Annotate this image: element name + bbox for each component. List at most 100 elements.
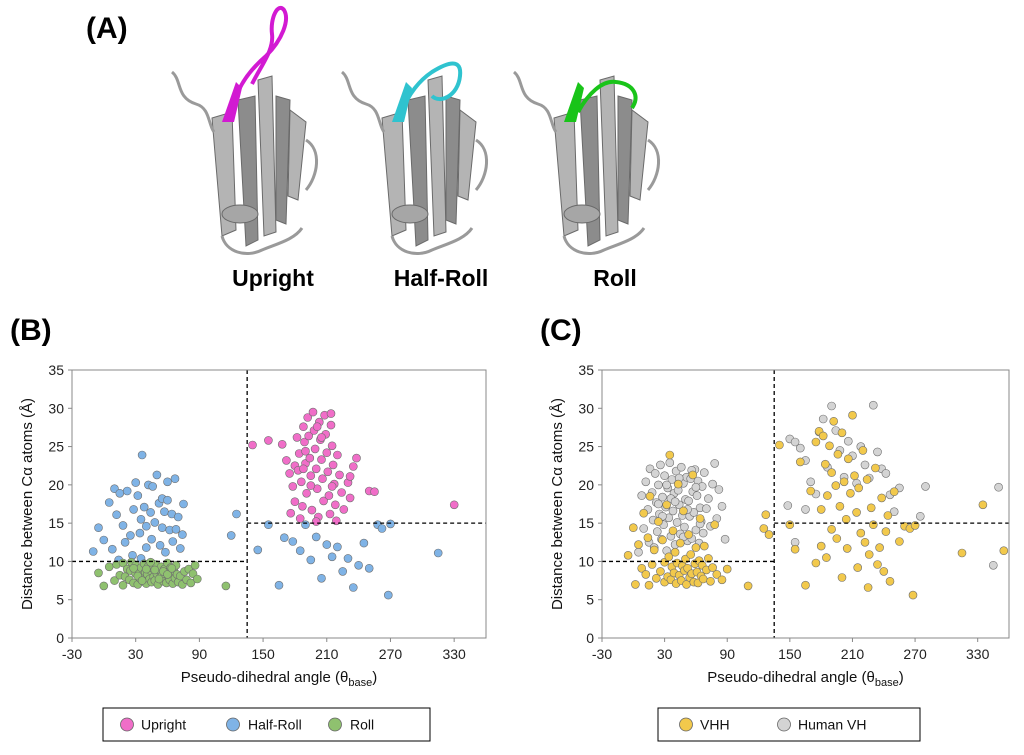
point-upright bbox=[282, 456, 291, 465]
point-vhh bbox=[858, 446, 868, 455]
point-roll bbox=[221, 581, 231, 591]
point-vhh bbox=[651, 573, 661, 583]
point-roll bbox=[167, 563, 177, 573]
x-tick-label: 270 bbox=[903, 646, 927, 662]
point-human-vh bbox=[665, 458, 675, 468]
point-human-vh bbox=[672, 518, 682, 527]
structure-half-roll bbox=[340, 61, 488, 255]
point-upright bbox=[299, 464, 308, 474]
point-human-vh bbox=[710, 459, 720, 468]
point-half-roll bbox=[301, 520, 310, 530]
point-half-roll bbox=[317, 573, 326, 583]
legend-label-vhh: VHH bbox=[700, 717, 730, 733]
y-tick-label: 15 bbox=[578, 515, 594, 531]
point-half-roll bbox=[359, 538, 369, 548]
point-vhh bbox=[662, 500, 672, 510]
point-human-vh bbox=[660, 471, 669, 481]
point-human-vh bbox=[639, 524, 649, 533]
point-vhh bbox=[645, 491, 655, 501]
point-vhh bbox=[628, 523, 638, 533]
point-half-roll bbox=[108, 544, 117, 554]
point-half-roll bbox=[383, 590, 393, 600]
helix bbox=[563, 204, 601, 224]
point-vhh bbox=[885, 576, 895, 586]
beta-strand bbox=[445, 95, 461, 225]
plot-area: -30 30 90 150 210 270 330 0 5 10 15 20 25 30 35 bbox=[578, 362, 1010, 662]
point-half-roll bbox=[170, 474, 180, 484]
point-half-roll bbox=[163, 495, 172, 505]
point-vhh bbox=[686, 550, 696, 559]
point-half-roll bbox=[88, 547, 98, 556]
cdr3-strand bbox=[564, 82, 584, 122]
point-human-vh bbox=[868, 400, 878, 410]
point-upright bbox=[337, 488, 346, 497]
x-tick-label: 330 bbox=[966, 646, 990, 662]
point-roll bbox=[110, 576, 119, 585]
legend-label-upright: Upright bbox=[141, 717, 186, 733]
point-vhh bbox=[839, 477, 849, 487]
point-human-vh bbox=[676, 462, 686, 472]
legend-box bbox=[102, 707, 431, 742]
point-vhh bbox=[999, 546, 1009, 556]
legend: Upright Half-Roll Roll bbox=[102, 707, 431, 742]
point-half-roll bbox=[179, 499, 188, 509]
point-vhh bbox=[623, 550, 633, 560]
point-vhh bbox=[827, 468, 836, 477]
cdr3-loop bbox=[400, 61, 463, 113]
point-upright bbox=[292, 433, 302, 442]
point-vhh bbox=[829, 416, 839, 426]
y-axis-title: Distance between Cα atoms (Å) bbox=[549, 398, 566, 610]
point-vhh bbox=[706, 576, 715, 586]
point-human-vh bbox=[818, 414, 828, 424]
y-tick-label: 0 bbox=[586, 630, 594, 646]
point-vhh bbox=[895, 537, 904, 546]
point-vhh bbox=[978, 500, 988, 510]
point-half-roll bbox=[152, 470, 162, 480]
point-upright bbox=[339, 505, 349, 514]
legend-marker-roll bbox=[328, 717, 342, 732]
point-vhh bbox=[811, 437, 821, 447]
structure-roll bbox=[512, 70, 660, 255]
point-half-roll bbox=[264, 520, 273, 530]
point-half-roll bbox=[131, 478, 140, 487]
point-half-roll bbox=[327, 552, 337, 562]
point-human-vh bbox=[860, 460, 870, 470]
point-human-vh bbox=[702, 504, 711, 513]
point-upright bbox=[298, 501, 307, 511]
point-upright bbox=[286, 508, 296, 518]
point-human-vh bbox=[720, 534, 730, 544]
point-upright bbox=[318, 474, 327, 484]
point-half-roll bbox=[135, 528, 145, 538]
y-tick-label: 10 bbox=[48, 553, 64, 569]
point-upright bbox=[352, 453, 361, 463]
point-upright bbox=[333, 450, 342, 460]
point-vhh bbox=[722, 564, 732, 574]
coil bbox=[304, 138, 318, 191]
x-tick-label: -30 bbox=[592, 646, 612, 662]
point-human-vh bbox=[988, 560, 998, 570]
x-tick-label: 270 bbox=[379, 646, 403, 662]
point-vhh bbox=[654, 517, 663, 526]
point-roll bbox=[150, 565, 160, 575]
point-vhh bbox=[816, 541, 826, 551]
point-human-vh bbox=[670, 497, 680, 507]
point-half-roll bbox=[147, 534, 156, 544]
point-half-roll bbox=[112, 510, 121, 520]
point-half-roll bbox=[120, 537, 130, 547]
point-upright bbox=[345, 493, 355, 503]
point-human-vh bbox=[658, 492, 667, 502]
point-half-roll bbox=[433, 548, 443, 558]
point-vhh bbox=[850, 471, 859, 481]
point-vhh bbox=[864, 550, 874, 559]
point-vhh bbox=[775, 440, 784, 450]
point-vhh bbox=[822, 553, 831, 562]
point-vhh bbox=[790, 544, 800, 554]
point-vhh bbox=[684, 530, 693, 539]
point-half-roll bbox=[295, 546, 305, 556]
point-vhh bbox=[871, 463, 880, 473]
point-upright bbox=[326, 420, 336, 430]
point-upright bbox=[303, 413, 313, 422]
point-vhh bbox=[908, 590, 918, 600]
point-roll bbox=[104, 562, 114, 572]
point-upright bbox=[322, 448, 332, 458]
